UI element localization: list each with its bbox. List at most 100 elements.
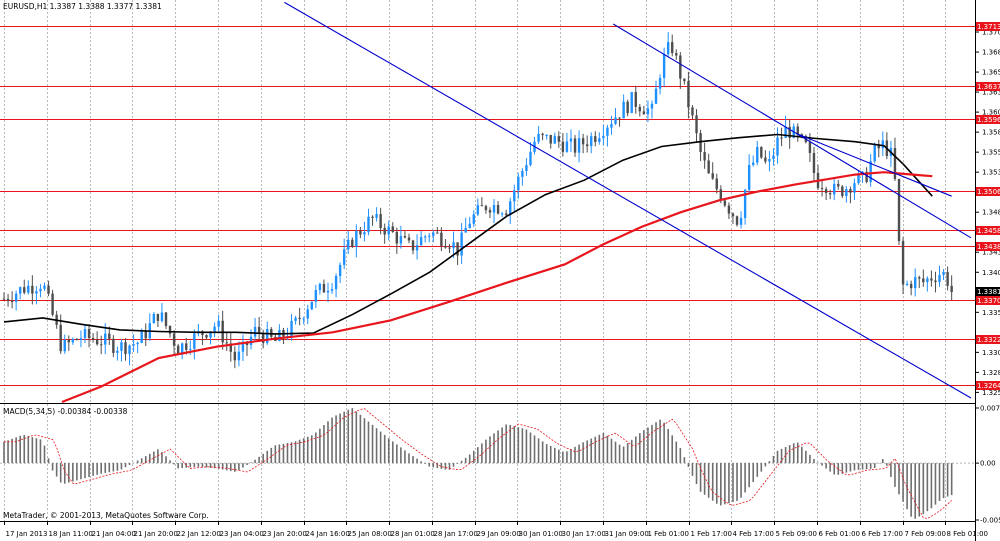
candle-body: [561, 141, 565, 152]
candle-body: [768, 159, 771, 162]
candle-body: [537, 133, 540, 142]
time-tick-label: 17 Jan 2013: [6, 530, 48, 538]
candle-body: [334, 276, 338, 290]
time-tick-label: 21 Jan 20:00: [134, 530, 178, 538]
candle-body: [626, 101, 629, 114]
candle-body: [812, 153, 816, 174]
candle-body: [253, 326, 257, 337]
candle-body: [841, 186, 844, 197]
time-tick-label: 7 Feb 09:00: [905, 530, 946, 538]
candle-body: [363, 232, 366, 235]
time-tick-label: 30 Jan 01:00: [519, 530, 563, 538]
candle-body: [594, 136, 597, 142]
candle-body: [108, 333, 111, 339]
candle-body: [938, 274, 941, 283]
candle-body: [521, 170, 524, 177]
candle-body: [472, 214, 475, 224]
price-tick-label: 1.3630: [982, 89, 1000, 97]
candle-body: [671, 42, 674, 54]
candle-body: [517, 176, 520, 191]
candle-body: [152, 313, 156, 324]
candle-body: [444, 245, 447, 248]
price-tick-label: 1.3405: [982, 269, 1000, 277]
candle-body: [168, 325, 172, 334]
price-level-box: [976, 82, 1000, 91]
candle-body: [901, 241, 905, 285]
candle-body: [27, 285, 30, 293]
candle-body: [703, 152, 706, 161]
candle-body: [217, 320, 220, 327]
macd-tick-label: 0.00: [980, 460, 996, 468]
price-level-box: [976, 335, 1000, 344]
price-tick-label: 1.3530: [982, 169, 1000, 177]
candle-body: [853, 183, 856, 193]
candle-body: [764, 157, 767, 162]
price-level-box: [976, 22, 1000, 31]
candle-body: [2, 298, 6, 300]
candle-body: [47, 285, 50, 294]
candle-body: [318, 283, 322, 291]
candle-body: [553, 136, 556, 144]
candle-body: [675, 53, 678, 56]
symbol-header: EURUSD,H1 1.3387 1.3388 1.3377 1.3381: [3, 2, 162, 11]
candle-body: [31, 285, 34, 294]
candle-body: [828, 193, 832, 195]
candle-body: [581, 138, 585, 145]
time-tick-label: 6 Feb 01:00: [819, 530, 860, 538]
candle-body: [355, 230, 358, 247]
candle-body: [213, 326, 216, 332]
candle-body: [776, 137, 779, 156]
candle-body: [496, 204, 500, 214]
candle-body: [549, 134, 552, 144]
copyright-footer: MetaTrader, © 2001-2013, MetaQuotes Soft…: [3, 511, 209, 520]
candle-body: [752, 162, 755, 165]
candle-body: [565, 141, 569, 152]
candle-body: [622, 101, 625, 119]
price-level-labels: 1.3713 1.3637 1.3596 1.3506 1.3458 1.3438 1.33…: [976, 22, 1000, 390]
price-tick-label: 1.3430: [982, 249, 1000, 257]
time-tick-label: 28 Jan 17:00: [434, 530, 478, 538]
candle-body: [468, 223, 471, 228]
candle-body: [241, 341, 245, 352]
candle-body: [310, 301, 313, 310]
price-tick-label: 1.3555: [982, 149, 1000, 157]
candle-body: [294, 317, 297, 321]
candle-body: [257, 326, 261, 334]
trend-channel: [284, 1, 972, 399]
candle-body: [695, 115, 698, 134]
candle-body: [87, 329, 91, 338]
candle-body: [18, 287, 22, 294]
candle-body: [598, 138, 601, 142]
candle-body: [509, 201, 512, 215]
candle-body: [43, 285, 46, 289]
candle-body: [590, 136, 593, 147]
candle-body: [144, 331, 147, 339]
candle-body: [719, 189, 723, 201]
time-tick-label: 22 Jan 12:00: [177, 530, 221, 538]
time-tick-label: 25 Jan 08:00: [348, 530, 392, 538]
candle-body: [423, 236, 427, 238]
candle-body: [209, 331, 212, 338]
candle-body: [278, 330, 281, 341]
candle-body: [687, 81, 690, 108]
price-level-box: [976, 187, 1000, 196]
candle-body: [156, 313, 160, 321]
time-tick-label: 5 Feb 09:00: [776, 530, 817, 538]
candle-body: [654, 88, 658, 104]
candle-body: [464, 227, 467, 233]
candle-body: [249, 336, 253, 346]
macd-tick-label: -0.00594: [980, 517, 1000, 525]
candle-body: [784, 126, 787, 138]
candle-body: [407, 237, 411, 241]
candle-body: [6, 298, 10, 302]
candle-body: [63, 339, 66, 352]
price-tick-label: 1.3305: [982, 349, 1000, 357]
candle-body: [492, 204, 496, 213]
candle-body: [79, 338, 83, 340]
candle-body: [432, 232, 435, 236]
price-tick-label: 1.3605: [982, 109, 1000, 117]
candle-body: [905, 283, 909, 285]
moving-average-slow: [61, 171, 933, 404]
candle-body: [573, 138, 577, 153]
